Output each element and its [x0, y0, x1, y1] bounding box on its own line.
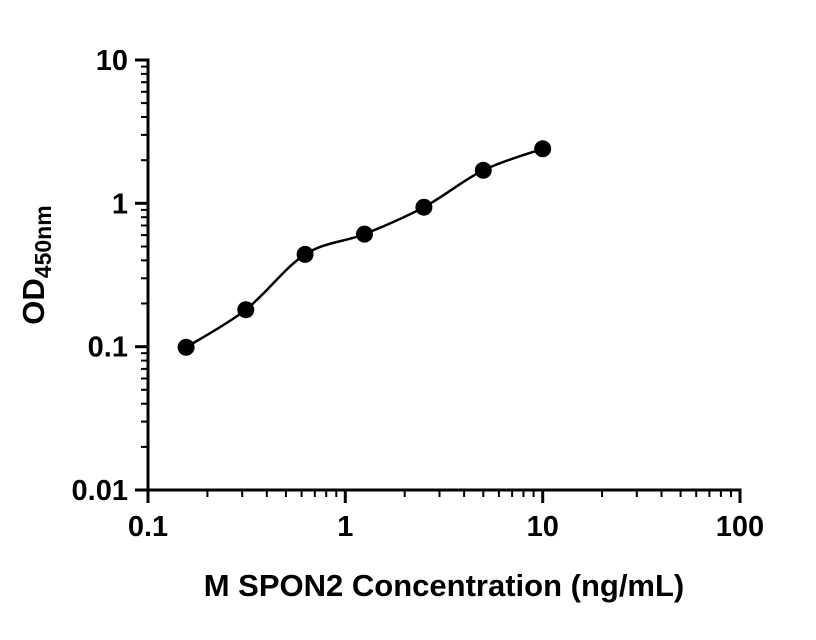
x-tick-label: 1: [337, 511, 353, 543]
axes-spines: [146, 58, 742, 492]
y-tick-label: 0.01: [72, 475, 128, 507]
x-tick-label: 10: [527, 511, 559, 543]
y-axis-title: OD450nm: [16, 205, 56, 324]
y-tick-label: 0.1: [88, 332, 128, 364]
y-tick-label: 10: [96, 45, 128, 77]
x-tick-label: 0.1: [128, 511, 168, 543]
data-point-marker: [237, 301, 255, 319]
data-point-marker: [415, 198, 433, 216]
data-point-marker: [474, 161, 492, 179]
y-axis-title-text: OD: [16, 278, 51, 325]
x-axis-title: M SPON2 Concentration (ng/mL): [204, 568, 685, 603]
data-point-marker: [356, 225, 373, 243]
data-point-marker: [534, 140, 552, 158]
x-axis-title-text: M SPON2 Concentration (ng/mL): [204, 568, 685, 603]
x-tick-label: 100: [716, 511, 764, 543]
y-tick-label: 1: [112, 188, 128, 220]
data-point-marker: [177, 338, 195, 356]
data-point-marker: [296, 245, 314, 263]
y-axis-title-subscript: 450nm: [30, 205, 56, 278]
fit-curve: [185, 147, 544, 349]
